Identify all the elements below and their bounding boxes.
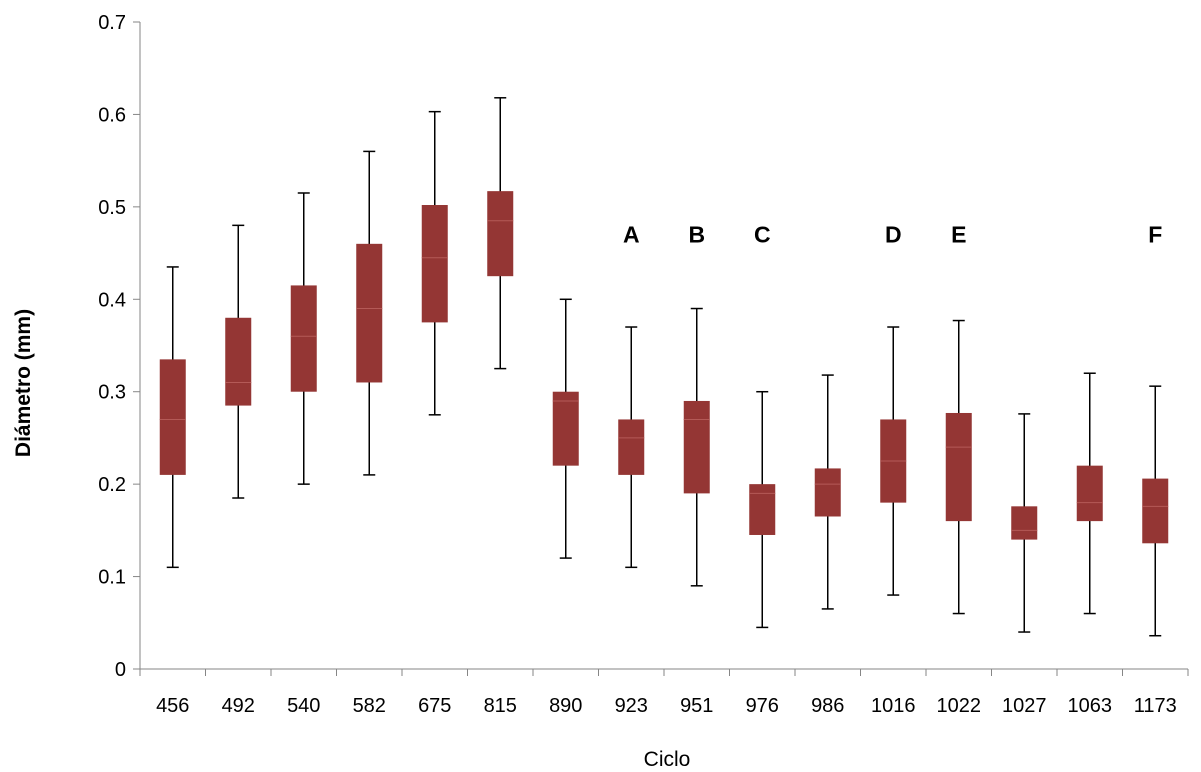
x-tick-label: 1016 — [871, 695, 916, 717]
y-tick-label: 0.3 — [98, 382, 126, 404]
box-iqr — [618, 419, 645, 475]
plot-area: 0 0.1 0.2 0.3 0.4 0.5 0.6 0.7 456 492 540 582 675 815… — [98, 12, 1189, 717]
box-iqr — [552, 391, 579, 466]
x-tick-label: 1022 — [937, 695, 982, 717]
x-tick-label: 890 — [549, 695, 582, 717]
box-iqr — [225, 317, 252, 406]
box-iqr — [159, 359, 186, 475]
annotation-label: A — [623, 222, 640, 248]
y-axis-title: Diámetro (mm) — [12, 309, 35, 457]
box-iqr — [749, 484, 776, 535]
x-tick-label: 492 — [222, 695, 255, 717]
y-tick-label: 0.7 — [98, 12, 126, 34]
x-tick-label: 923 — [615, 695, 648, 717]
x-tick-label: 1027 — [1002, 695, 1047, 717]
box-iqr — [1011, 506, 1038, 540]
box-iqr — [814, 468, 841, 517]
annotation-label: D — [885, 222, 902, 248]
y-tick-label: 0.5 — [98, 197, 126, 219]
box-iqr — [356, 243, 383, 383]
x-tick-label: 540 — [287, 695, 320, 717]
y-tick-label: 0.1 — [98, 567, 126, 589]
x-tick-label: 976 — [746, 695, 779, 717]
annotation-label: C — [754, 222, 771, 248]
x-axis-title: Ciclo — [644, 748, 691, 771]
y-tick-label: 0.2 — [98, 474, 126, 496]
x-tick-label: 1063 — [1068, 695, 1113, 717]
annotation-label: F — [1148, 222, 1162, 248]
y-tick-label: 0.6 — [98, 104, 126, 126]
box-iqr — [421, 205, 448, 323]
box-iqr — [683, 400, 710, 494]
x-tick-label: 951 — [680, 695, 713, 717]
x-tick-label: 986 — [811, 695, 844, 717]
x-tick-label: 815 — [484, 695, 517, 717]
box-iqr — [945, 412, 972, 522]
y-tick-label: 0.4 — [98, 289, 126, 311]
box-iqr — [1142, 478, 1169, 544]
x-tick-label: 675 — [418, 695, 451, 717]
box-iqr — [487, 191, 514, 277]
box-iqr — [290, 285, 317, 392]
box-iqr — [1076, 465, 1103, 522]
y-tick-label: 0 — [115, 659, 126, 681]
annotation-label: E — [951, 222, 966, 248]
x-tick-label: 1173 — [1134, 695, 1177, 717]
x-tick-label: 582 — [353, 695, 386, 717]
annotation-label: B — [688, 222, 705, 248]
x-tick-label: 456 — [156, 695, 189, 717]
